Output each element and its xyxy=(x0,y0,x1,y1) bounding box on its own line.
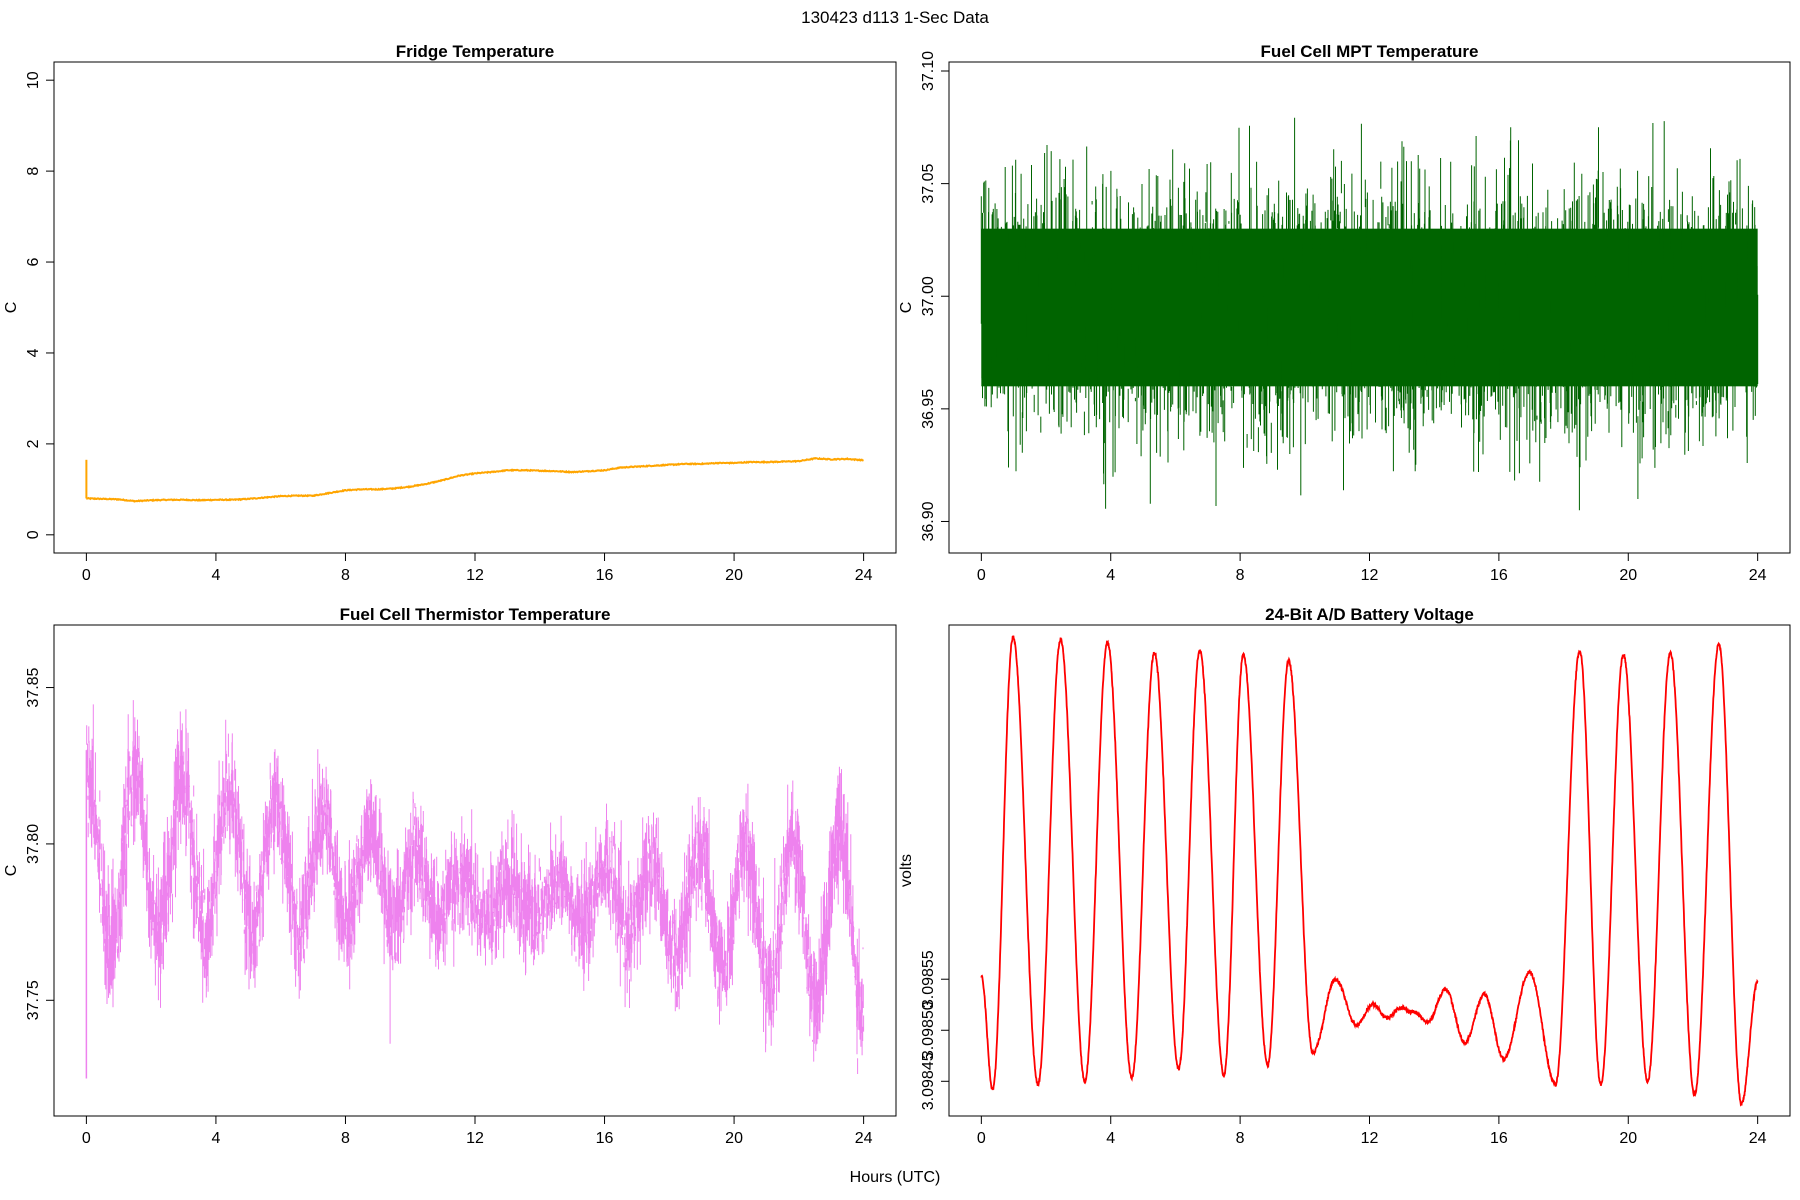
x-tick-label: 4 xyxy=(1106,1130,1115,1147)
plot-area xyxy=(85,700,865,1079)
y-tick-label: 4 xyxy=(25,348,42,357)
x-tick-label: 12 xyxy=(1361,1130,1379,1147)
x-tick-label: 20 xyxy=(1619,1130,1637,1147)
y-axis-label: volts xyxy=(898,854,915,887)
panel-3: Fuel Cell Thermistor Temperature 0 4 8 12 16 2… xyxy=(3,605,897,1147)
x-tick-label: 12 xyxy=(466,567,484,584)
figure-xlabel: Hours (UTC) xyxy=(850,1169,941,1186)
panel-2: Fuel Cell MPT Temperature 0 4 8 12 16 20 24 36.9… xyxy=(898,42,1791,584)
y-tick-label: 37.85 xyxy=(25,667,42,707)
y-tick-label: 0 xyxy=(25,530,42,539)
series-line xyxy=(980,635,1759,1107)
y-tick-label: 3.09845 xyxy=(920,1052,937,1110)
panel-title: Fuel Cell MPT Temperature xyxy=(1261,42,1479,61)
panel-title: Fridge Temperature xyxy=(396,42,554,61)
x-tick-label: 24 xyxy=(1749,567,1767,584)
series-line xyxy=(85,456,864,503)
y-axis-label: C xyxy=(898,302,915,314)
y-tick-label: 36.95 xyxy=(920,389,937,429)
x-tick-label: 4 xyxy=(211,1130,220,1147)
x-tick-label: 12 xyxy=(1361,567,1379,584)
plot-area xyxy=(980,117,1759,511)
x-tick-label: 8 xyxy=(341,567,350,584)
y-tick-label: 37.80 xyxy=(25,824,42,864)
x-tick-label: 16 xyxy=(1490,567,1508,584)
y-tick-label: 6 xyxy=(25,257,42,266)
panel-4: 24-Bit A/D Battery Voltage 0 4 8 12 16 20 24 3.0… xyxy=(898,605,1791,1147)
x-tick-label: 24 xyxy=(855,567,873,584)
x-tick-label: 20 xyxy=(725,567,743,584)
plot-area xyxy=(85,456,864,503)
panel-title: Fuel Cell Thermistor Temperature xyxy=(340,605,611,624)
x-tick-label: 0 xyxy=(977,1130,986,1147)
y-tick-label: 37.10 xyxy=(920,51,937,91)
y-axis-label: C xyxy=(3,302,20,314)
x-tick-label: 8 xyxy=(341,1130,350,1147)
y-tick-label: 8 xyxy=(25,167,42,176)
y-axis-label: C xyxy=(3,865,20,877)
plot-frame xyxy=(948,624,1791,1117)
y-tick-label: 37.00 xyxy=(920,276,937,316)
figure-title: 130423 d113 1-Sec Data xyxy=(801,8,989,27)
y-tick-label: 37.05 xyxy=(920,164,937,204)
plot-area xyxy=(980,635,1759,1107)
x-tick-label: 0 xyxy=(82,1130,91,1147)
x-tick-label: 20 xyxy=(1619,567,1637,584)
x-tick-label: 4 xyxy=(1106,567,1115,584)
x-tick-label: 0 xyxy=(82,567,91,584)
y-tick-label: 3.09855 xyxy=(920,950,937,1008)
series-line xyxy=(980,117,1759,511)
y-tick-label: 10 xyxy=(25,71,42,89)
x-tick-label: 16 xyxy=(596,1130,614,1147)
panel-title: 24-Bit A/D Battery Voltage xyxy=(1265,605,1474,624)
x-tick-label: 12 xyxy=(466,1130,484,1147)
x-tick-label: 16 xyxy=(1490,1130,1508,1147)
y-tick-label: 37.75 xyxy=(25,980,42,1020)
x-tick-label: 8 xyxy=(1236,1130,1245,1147)
x-tick-label: 8 xyxy=(1236,567,1245,584)
x-tick-label: 4 xyxy=(211,567,220,584)
x-tick-label: 0 xyxy=(977,567,986,584)
x-tick-label: 20 xyxy=(725,1130,743,1147)
x-tick-label: 16 xyxy=(596,567,614,584)
y-tick-label: 2 xyxy=(25,439,42,448)
series-line xyxy=(85,700,865,1074)
x-tick-label: 24 xyxy=(1749,1130,1767,1147)
x-tick-label: 24 xyxy=(855,1130,873,1147)
plot-frame xyxy=(53,61,897,554)
y-tick-label: 36.90 xyxy=(920,501,937,541)
y-tick-label: 3.09850 xyxy=(920,1001,937,1059)
